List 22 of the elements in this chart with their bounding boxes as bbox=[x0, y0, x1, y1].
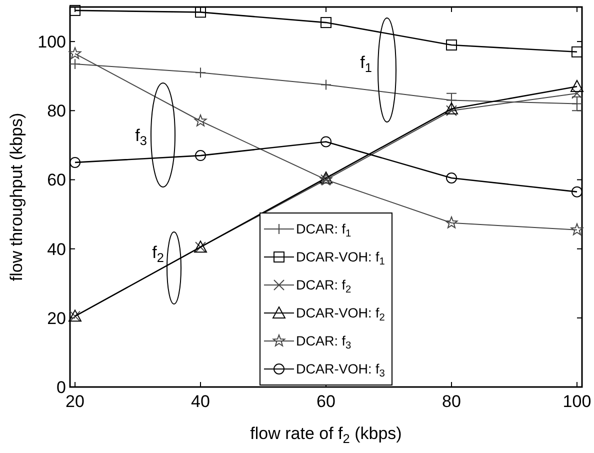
y-tick-label: 80 bbox=[47, 102, 66, 121]
legend-label: DCAR-VOH: f$_{3}$ bbox=[296, 362, 386, 380]
y-tick-label: 100 bbox=[38, 32, 66, 52]
x-tick-label: 100 bbox=[562, 392, 592, 411]
annotation: f$_{2}$ bbox=[152, 242, 164, 265]
y-axis-title: flow throughput (kbps) bbox=[7, 112, 26, 282]
legend-label: DCAR: f$_{3}$ bbox=[296, 334, 352, 352]
annotation: f$_{3}$ bbox=[135, 126, 147, 148]
x-tick-label: 40 bbox=[191, 392, 210, 411]
x-tick-label: 80 bbox=[442, 392, 461, 411]
annotation: f$_{1}$ bbox=[360, 52, 372, 75]
y-tick-label: 0 bbox=[56, 378, 66, 397]
legend-label: DCAR: f$_{1}$ bbox=[296, 222, 352, 240]
x-tick-label: 60 bbox=[316, 392, 336, 411]
y-tick-label: 20 bbox=[47, 308, 66, 328]
legend-label: DCAR-VOH: f$_{1}$ bbox=[296, 250, 386, 268]
y-tick-label: 40 bbox=[47, 240, 66, 259]
y-tick-label: 60 bbox=[47, 170, 66, 190]
legend-label: DCAR: f$_{2}$ bbox=[296, 278, 352, 296]
x-axis-title: flow rate of f$_{2}$ (kbps) bbox=[250, 424, 402, 446]
legend-label: DCAR-VOH: f$_{2}$ bbox=[296, 306, 386, 324]
x-tick-label: 20 bbox=[66, 392, 84, 411]
